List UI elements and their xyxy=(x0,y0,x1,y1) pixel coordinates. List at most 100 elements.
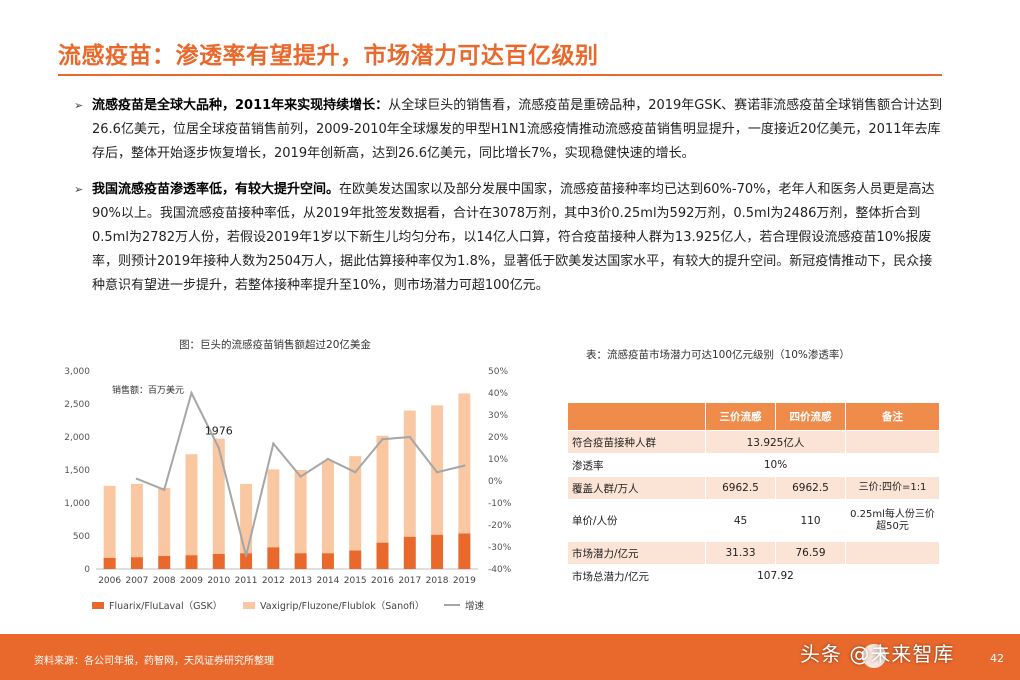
arrow-bullet-icon: ➢ xyxy=(74,99,84,112)
value-cell: 31.33 xyxy=(705,541,776,565)
y2-tick-label: -30% xyxy=(488,543,512,553)
note-cell xyxy=(845,430,940,454)
watermark-logo-icon xyxy=(862,644,886,668)
bullet-china-penetration: ➢ 我国流感疫苗渗透率低，有较大提升空间。在欧美发达国家以及部分发展中国家，流感… xyxy=(74,178,944,298)
chart-title: 图：巨头的流感疫苗销售额超过20亿美金 xyxy=(179,339,371,351)
growth-point xyxy=(217,446,220,450)
bar-sanofi xyxy=(376,435,389,543)
bar-sanofi xyxy=(294,470,307,554)
bar-gsk xyxy=(130,557,143,569)
x-tick-label: 2012 xyxy=(262,576,285,586)
bar-gsk xyxy=(185,555,198,569)
legend-swatch xyxy=(243,601,255,609)
y2-tick-label: -20% xyxy=(488,521,512,531)
y2-tick-label: 40% xyxy=(488,389,508,399)
bar-sanofi xyxy=(130,483,143,558)
y2-tick-label: 50% xyxy=(488,367,508,377)
header-cell: 四价流感 xyxy=(775,402,846,431)
legend-label: Vaxigrip/Fluzone/Flublok（Sanofi） xyxy=(260,601,425,612)
x-tick-label: 2017 xyxy=(398,576,421,586)
bar-sanofi xyxy=(267,469,280,548)
merged-cell: 107.92 xyxy=(705,564,846,588)
x-tick-label: 2013 xyxy=(289,576,312,586)
bar-gsk xyxy=(294,553,307,569)
table-header-row: 三价流感 四价流感 备注 xyxy=(567,402,940,431)
data-annotation: 1976 xyxy=(205,425,233,438)
watermark-text: 头条 @未来智库 xyxy=(800,642,955,666)
table-row: 市场潜力/亿元 31.33 76.59 xyxy=(567,541,940,565)
row-label: 市场潜力/亿元 xyxy=(567,541,706,565)
y-tick-label: 2,000 xyxy=(64,433,90,443)
legend-sanofi: Vaxigrip/Fluzone/Flublok（Sanofi） xyxy=(243,598,424,612)
growth-point xyxy=(354,471,357,474)
note-cell xyxy=(845,541,940,565)
bar-sanofi xyxy=(158,487,171,556)
legend-label: Fluarix/FluLaval（GSK） xyxy=(109,601,223,612)
growth-point xyxy=(244,554,248,557)
x-tick-label: 2015 xyxy=(344,576,367,586)
header-cell: 备注 xyxy=(845,402,940,431)
bar-gsk xyxy=(431,534,444,569)
header-cell: 三价流感 xyxy=(705,402,776,431)
bar-gsk xyxy=(240,553,253,569)
x-tick-label: 2009 xyxy=(180,576,203,586)
bar-sanofi xyxy=(403,410,416,537)
bar-sanofi xyxy=(321,460,334,554)
unit-label: 销售额：百万美元 xyxy=(112,384,184,396)
growth-point xyxy=(408,435,411,439)
y-tick-label: 1,500 xyxy=(64,466,90,476)
page-number: 42 xyxy=(990,652,1004,665)
x-tick-label: 2019 xyxy=(453,576,476,586)
value-cell: 76.59 xyxy=(775,541,846,565)
x-tick-label: 2016 xyxy=(371,576,394,586)
bar-sanofi xyxy=(240,483,253,554)
row-label: 符合疫苗接种人群 xyxy=(567,430,706,454)
bar-gsk xyxy=(103,557,116,569)
legend-gsk: Fluarix/FluLaval（GSK） xyxy=(92,598,222,612)
y2-tick-label: 20% xyxy=(488,433,508,443)
bullet-global-market: ➢ 流感疫苗是全球大品种，2011年来实现持续增长：从全球巨头的销售看，流感疫苗… xyxy=(74,94,944,166)
table-row: 覆盖人群/万人 6962.5 6962.5 三价:四价=1:1 xyxy=(567,476,940,500)
bullet-heading: 我国流感疫苗渗透率低，有较大提升空间。 xyxy=(92,182,340,197)
arrow-bullet-icon: ➢ xyxy=(74,183,84,196)
growth-point xyxy=(463,464,466,467)
x-tick-label: 2018 xyxy=(426,576,449,586)
y-tick-label: 0 xyxy=(84,565,90,575)
value-cell: 110 xyxy=(775,499,846,542)
legend-label: 增速 xyxy=(465,601,485,612)
table-row: 市场总潜力/亿元 107.92 xyxy=(567,564,940,588)
value-cell: 6962.5 xyxy=(775,476,846,500)
growth-point xyxy=(190,391,193,395)
y-tick-label: 1,000 xyxy=(64,499,90,509)
page-title: 流感疫苗：渗透率有望提升，市场潜力可达百亿级别 xyxy=(58,43,599,69)
bar-sanofi xyxy=(349,456,362,551)
note-cell: 0.25ml每人份三价超50元 xyxy=(845,499,940,542)
note-cell xyxy=(845,453,940,477)
bar-gsk xyxy=(212,553,225,569)
y-tick-label: 2,500 xyxy=(64,400,90,410)
bar-gsk xyxy=(458,533,471,569)
merged-cell: 13.925亿人 xyxy=(705,430,846,454)
x-tick-label: 2006 xyxy=(98,576,121,586)
bar-sanofi xyxy=(212,438,225,554)
row-label: 渗透率 xyxy=(567,453,706,477)
bar-sanofi xyxy=(458,393,471,534)
y2-tick-label: 10% xyxy=(488,455,508,465)
x-tick-label: 2007 xyxy=(125,576,148,586)
bar-gsk xyxy=(267,547,280,569)
header-cell xyxy=(567,402,706,431)
growth-point xyxy=(299,475,302,478)
bar-gsk xyxy=(158,555,171,569)
bar-gsk xyxy=(321,553,334,569)
y2-tick-label: -10% xyxy=(488,499,512,509)
x-tick-label: 2010 xyxy=(207,576,230,586)
legend-swatch xyxy=(92,601,104,609)
market-potential-table: 三价流感 四价流感 备注 符合疫苗接种人群 13.925亿人 渗透率 10% 覆… xyxy=(567,402,940,588)
growth-point xyxy=(272,442,275,445)
sales-chart: 0 500 1,000 1,500 2,000 2,500 3,000 -40% -30% -20… xyxy=(64,367,512,586)
row-label: 市场总潜力/亿元 xyxy=(567,564,706,588)
growth-point xyxy=(381,438,384,441)
bullet-heading: 流感疫苗是全球大品种，2011年来实现持续增长： xyxy=(92,98,389,113)
value-cell: 6962.5 xyxy=(705,476,776,500)
growth-point xyxy=(163,488,166,491)
